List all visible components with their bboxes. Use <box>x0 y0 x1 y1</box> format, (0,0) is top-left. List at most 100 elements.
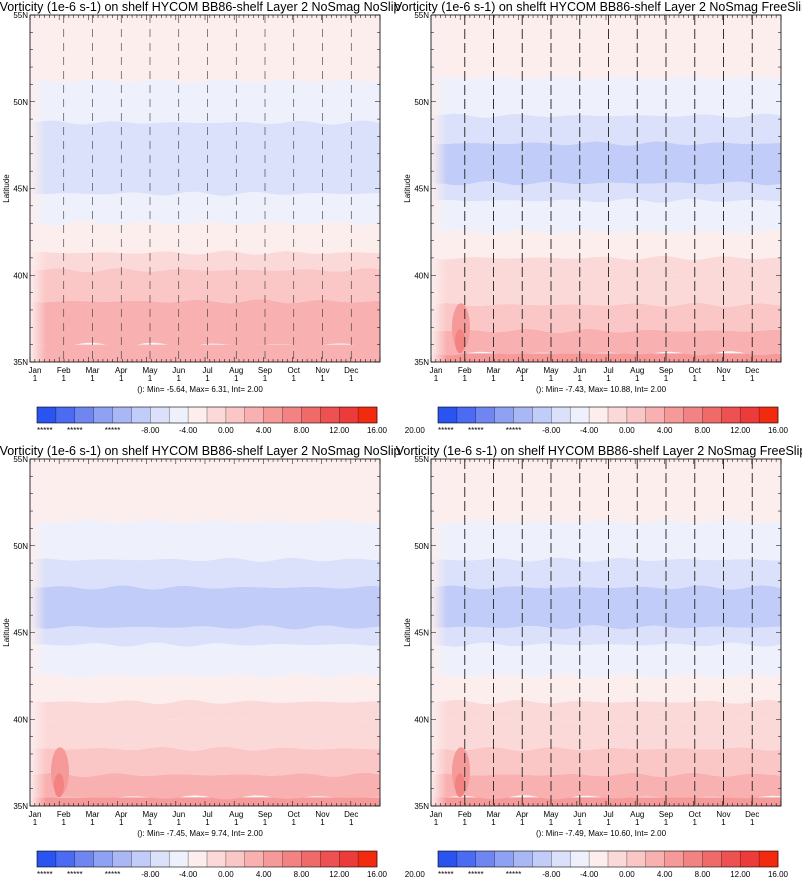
contour-band <box>431 302 781 333</box>
contour-band <box>431 113 781 146</box>
x-tick-sublabel: 1 <box>578 374 583 383</box>
y-axis-label: Latitude <box>2 174 11 203</box>
contour-band <box>30 459 380 524</box>
x-tick-sublabel: 1 <box>434 374 439 383</box>
x-tick-sublabel: 1 <box>148 374 153 383</box>
colorbar-swatch <box>131 851 151 867</box>
contour-band <box>431 557 781 590</box>
x-tick-sublabel: 1 <box>549 818 554 827</box>
colorbar-swatch <box>494 851 514 867</box>
colorbar-swatch <box>37 851 57 867</box>
colorbar-swatch <box>225 851 246 867</box>
contour-band <box>30 221 380 255</box>
x-tick-sublabel: 1 <box>90 374 95 383</box>
x-tick-sublabel: 1 <box>263 374 268 383</box>
x-tick-label: May <box>543 810 558 819</box>
x-tick-sublabel: 1 <box>177 374 182 383</box>
x-tick-sublabel: 1 <box>750 374 755 383</box>
x-tick-label: Apr <box>516 810 529 819</box>
contour-band <box>30 772 380 800</box>
colorbar-swatch <box>37 407 57 423</box>
contour-band <box>431 642 781 678</box>
y-axis-label: Latitude <box>2 618 11 647</box>
colorbar-label: 8.00 <box>294 426 310 435</box>
stats-label: (): Min= -7.45, Max= 9.74, Int= 2.00 <box>137 829 263 838</box>
x-tick-label: Jan <box>29 810 42 819</box>
contour-band <box>431 181 781 203</box>
x-tick-sublabel: 1 <box>205 818 210 827</box>
contour-band <box>30 15 380 83</box>
colorbar-label: 12.00 <box>730 870 751 879</box>
contour-band <box>431 717 781 751</box>
x-tick-sublabel: 1 <box>119 374 124 383</box>
colorbar-swatch <box>551 407 571 423</box>
colorbar-swatch <box>438 851 458 867</box>
contour-band <box>431 255 781 278</box>
x-tick-label: Oct <box>689 810 702 819</box>
colorbar-label: 16.00 <box>768 426 789 435</box>
x-tick-sublabel: 1 <box>491 818 496 827</box>
colorbar-label: ***** <box>468 870 484 879</box>
y-tick-label: 35N <box>13 802 28 811</box>
x-tick-sublabel: 1 <box>491 374 496 383</box>
x-tick-sublabel: 1 <box>750 818 755 827</box>
x-tick-label: Nov <box>716 810 730 819</box>
colorbar-swatch <box>131 407 151 423</box>
contour-band <box>431 15 781 80</box>
x-tick-label: Aug <box>630 810 644 819</box>
heatmap-field <box>431 459 781 806</box>
x-tick-label: Aug <box>229 810 243 819</box>
contour-band <box>431 459 781 524</box>
y-tick-label: 45N <box>13 629 28 638</box>
x-tick-label: Jun <box>172 366 185 375</box>
colorbar-swatch <box>244 851 264 867</box>
x-tick-label: Sep <box>258 366 273 375</box>
x-tick-label: Aug <box>630 366 644 375</box>
contour-band <box>30 746 380 777</box>
x-tick-label: Jun <box>573 810 586 819</box>
colorbar-label: 4.00 <box>657 426 673 435</box>
x-tick-sublabel: 1 <box>292 818 297 827</box>
colorbar-label: ***** <box>37 870 53 879</box>
contour-band <box>30 625 380 647</box>
colorbar-label: -8.00 <box>542 426 561 435</box>
colorbar-swatch <box>589 407 609 423</box>
chart-svg: Vorticity (1e-6 s-1) on shelf HYCOM BB86… <box>0 0 425 435</box>
chart-svg: Vorticity (1e-6 s-1) on shelf HYCOM BB86… <box>396 444 802 879</box>
colorbar-label: 0.00 <box>619 426 635 435</box>
y-tick-label: 55N <box>13 455 28 464</box>
contour-band <box>431 772 781 800</box>
colorbar-swatch <box>702 851 722 867</box>
y-tick-label: 55N <box>414 11 429 20</box>
colorbar-swatch <box>339 407 359 423</box>
colorbar-label: 4.00 <box>256 870 272 879</box>
contour-band <box>431 699 781 722</box>
colorbar-label: ***** <box>506 426 522 435</box>
heatmap-field <box>30 459 380 806</box>
contour-band <box>30 585 380 630</box>
chart-panel-bottom-left: Vorticity (1e-6 s-1) on shelf HYCOM BB86… <box>0 444 425 887</box>
colorbar-label: -4.00 <box>179 870 198 879</box>
stats-label: (): Min= -5.64, Max= 6.31, Int= 2.00 <box>137 385 263 394</box>
colorbar-swatch <box>664 407 684 423</box>
x-tick-sublabel: 1 <box>721 818 726 827</box>
chart-svg: Vorticity (1e-6 s-1) on shelf HYCOM BB86… <box>0 444 425 879</box>
x-tick-label: Sep <box>258 810 273 819</box>
y-axis-label: Latitude <box>403 618 412 647</box>
contour-band <box>431 198 781 234</box>
x-tick-sublabel: 1 <box>33 374 38 383</box>
x-tick-sublabel: 1 <box>606 818 611 827</box>
x-tick-sublabel: 1 <box>578 818 583 827</box>
colorbar-swatch <box>589 851 609 867</box>
colorbar-label: 4.00 <box>256 426 272 435</box>
colorbar-label: 8.00 <box>294 870 310 879</box>
x-tick-sublabel: 1 <box>320 818 325 827</box>
colorbar-swatch <box>475 407 495 423</box>
contour-band <box>431 585 781 630</box>
colorbar-label: ***** <box>67 870 83 879</box>
x-tick-label: Jan <box>29 366 42 375</box>
colorbar-label: ***** <box>468 426 484 435</box>
x-tick-label: Jun <box>172 810 185 819</box>
contour-band <box>431 141 781 186</box>
x-tick-label: Dec <box>745 366 759 375</box>
